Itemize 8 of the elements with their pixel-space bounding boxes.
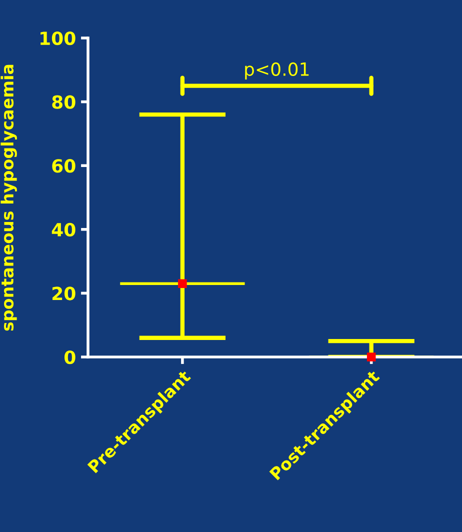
y-tick-label: 80 xyxy=(52,95,76,109)
y-tick-label: 0 xyxy=(64,350,76,364)
y-tick-label: 40 xyxy=(52,222,76,237)
y-tick-label: 20 xyxy=(52,286,76,300)
y-tick-label: 60 xyxy=(52,159,76,173)
y-axis-title: spontaneous hypoglycaemia xyxy=(0,64,17,331)
y-tick-label: 100 xyxy=(40,31,76,46)
annotation: p<0.01 xyxy=(245,62,309,80)
